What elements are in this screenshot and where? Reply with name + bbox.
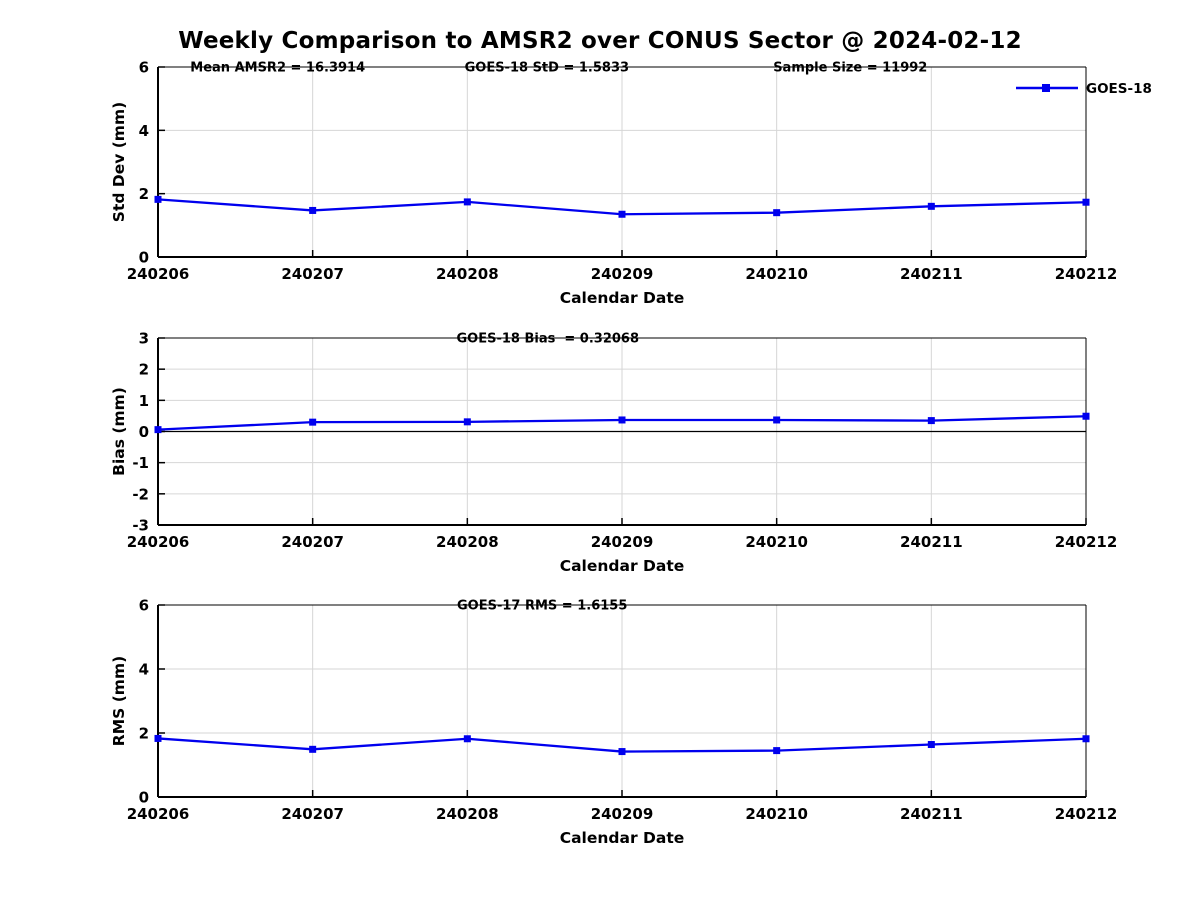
data-point-marker <box>463 735 471 743</box>
y-axis: 0 2 4 6 <box>139 59 165 267</box>
y-axis-label: RMS (mm) <box>110 656 128 746</box>
data-point-marker <box>927 417 935 425</box>
y-tick-label: 0 <box>139 789 149 807</box>
y-tick-label: 1 <box>139 392 149 410</box>
x-tick-label: 240212 <box>1055 805 1118 823</box>
x-tick-label: 240209 <box>591 265 654 283</box>
x-tick-label: 240208 <box>436 533 499 551</box>
chart-svg-std-dev: 240206 240207 240208 240209 240210 240211 2402… <box>110 59 1152 308</box>
data-point-marker <box>1082 412 1090 420</box>
x-tick-label: 240209 <box>591 533 654 551</box>
y-tick-label: 4 <box>139 661 149 679</box>
x-tick-label: 240212 <box>1055 533 1118 551</box>
x-tick-label: 240206 <box>127 533 190 551</box>
data-point-marker <box>927 741 935 749</box>
data-point-marker <box>309 745 317 753</box>
subplot-std-dev: 240206 240207 240208 240209 240210 240211 2402… <box>0 55 1200 308</box>
y-tick-label: -3 <box>132 517 149 535</box>
legend-label: GOES-18 <box>1086 81 1152 97</box>
x-tick-label: 240211 <box>900 265 963 283</box>
legend: GOES-18 <box>1016 81 1152 97</box>
x-tick-label: 240211 <box>900 805 963 823</box>
x-tick-label: 240206 <box>127 265 190 283</box>
data-point-marker <box>618 210 626 218</box>
data-point-marker <box>154 734 162 742</box>
x-axis: 240206 240207 240208 240209 240210 240211 2402… <box>127 790 1118 823</box>
data-point-marker <box>618 748 626 756</box>
data-point-marker <box>773 209 781 217</box>
chart-svg-bias: 240206 240207 240208 240209 240210 240211 2402… <box>110 330 1118 576</box>
data-point-marker <box>309 206 317 214</box>
gridlines <box>158 67 1087 257</box>
data-point-marker <box>773 747 781 755</box>
annotation-text: GOES-17 RMS = 1.6155 <box>457 599 627 614</box>
y-axis: 0 2 4 6 <box>139 597 165 807</box>
data-point-marker <box>773 416 781 424</box>
y-axis-label: Std Dev (mm) <box>110 102 128 222</box>
data-point-marker <box>463 418 471 426</box>
x-tick-label: 240209 <box>591 805 654 823</box>
y-axis-label: Bias (mm) <box>110 387 128 476</box>
x-tick-label: 240210 <box>745 265 808 283</box>
y-tick-label: 2 <box>139 725 149 743</box>
data-point-marker <box>1082 198 1090 206</box>
y-tick-label: 4 <box>139 122 149 140</box>
data-point-marker <box>618 416 626 424</box>
x-tick-label: 240207 <box>281 265 344 283</box>
x-tick-label: 240206 <box>127 805 190 823</box>
subplot-rms: 240206 240207 240208 240209 240210 240211 2402… <box>0 592 1200 850</box>
chart-svg-rms: 240206 240207 240208 240209 240210 240211 2402… <box>110 597 1118 848</box>
x-tick-label: 240212 <box>1055 265 1118 283</box>
data-point-marker <box>154 426 162 434</box>
annotation-text: GOES-18 Bias = 0.32068 <box>456 332 639 347</box>
data-point-marker <box>309 418 317 426</box>
x-tick-label: 240210 <box>745 805 808 823</box>
y-tick-label: 2 <box>139 185 149 203</box>
y-tick-label: 6 <box>139 597 149 615</box>
x-axis-label: Calendar Date <box>560 557 685 575</box>
x-tick-label: 240211 <box>900 533 963 551</box>
x-axis-label: Calendar Date <box>560 289 685 305</box>
y-tick-label: 6 <box>139 59 149 77</box>
y-tick-label: 2 <box>139 361 149 379</box>
x-tick-label: 240207 <box>281 805 344 823</box>
annotation-text: Mean AMSR2 = 16.3914 <box>190 61 365 76</box>
y-tick-label: 0 <box>139 423 149 441</box>
x-tick-label: 240210 <box>745 533 808 551</box>
data-point-marker <box>927 202 935 210</box>
annotation-text: Sample Size = 11992 <box>773 61 927 76</box>
subplot-bias: 240206 240207 240208 240209 240210 240211 2402… <box>0 325 1200 580</box>
x-axis: 240206 240207 240208 240209 240210 240211 2402… <box>127 518 1118 551</box>
y-tick-label: -1 <box>132 454 149 472</box>
data-point-marker <box>463 198 471 206</box>
annotation-text: GOES-18 StD = 1.5833 <box>465 61 629 76</box>
x-axis: 240206 240207 240208 240209 240210 240211 2402… <box>127 250 1118 283</box>
x-tick-label: 240208 <box>436 805 499 823</box>
gridlines <box>158 605 1087 797</box>
data-point-marker <box>1082 735 1090 743</box>
y-axis: -3 -2 -1 0 1 2 3 <box>132 330 165 535</box>
x-tick-label: 240208 <box>436 265 499 283</box>
figure-title: Weekly Comparison to AMSR2 over CONUS Se… <box>178 28 1022 54</box>
y-tick-label: 3 <box>139 330 149 348</box>
x-axis-label: Calendar Date <box>560 829 685 847</box>
x-tick-label: 240207 <box>281 533 344 551</box>
data-point-marker <box>154 195 162 203</box>
y-tick-label: 0 <box>139 249 149 267</box>
y-tick-label: -2 <box>132 485 149 503</box>
legend-marker <box>1042 84 1050 92</box>
